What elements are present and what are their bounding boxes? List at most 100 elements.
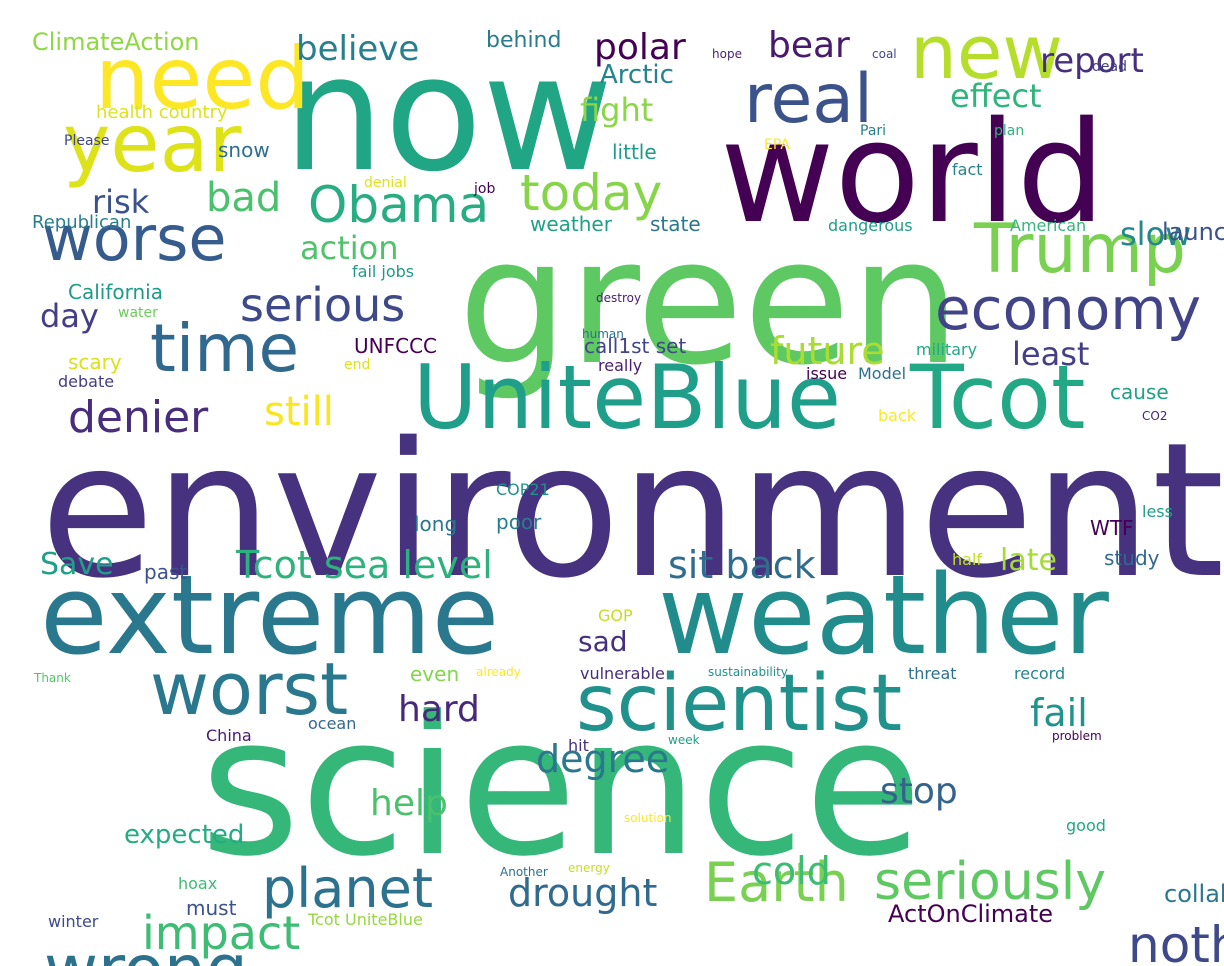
word-121: denial (364, 175, 407, 191)
word-15: need (95, 29, 310, 129)
word-19: Trump (974, 210, 1187, 289)
word-117: Pari (860, 123, 887, 139)
word-119: fact (952, 160, 983, 179)
word-28: serious (240, 278, 406, 332)
word-36: fail (1030, 691, 1088, 735)
word-89: past (144, 560, 188, 584)
word-109: hoax (178, 874, 218, 893)
word-39: hard (398, 689, 480, 730)
word-49: least (1012, 335, 1090, 373)
word-113: hope (712, 47, 742, 61)
word-26: nothing (1128, 916, 1224, 966)
word-17: new (910, 10, 1063, 96)
word-88: less (1142, 502, 1173, 521)
word-68: weather (530, 212, 612, 236)
word-41: stop (880, 771, 958, 812)
word-114: coal (872, 47, 897, 61)
word-90: GOP (598, 606, 633, 625)
word-48: Arctic (600, 60, 674, 90)
word-94: already (476, 665, 521, 679)
word-86: poor (496, 510, 542, 534)
word-52: risk (92, 183, 150, 221)
word-98: record (1014, 664, 1066, 683)
word-111: winter (48, 912, 99, 931)
word-76: end (344, 357, 371, 373)
word-67: little (612, 140, 657, 164)
word-34: sit back (668, 543, 816, 587)
word-40: help (370, 783, 448, 824)
word-3: green (458, 201, 961, 404)
word-46: effect (950, 77, 1042, 115)
word-23: planet (262, 857, 433, 920)
word-81: cause (1110, 380, 1169, 404)
word-97: threat (908, 664, 957, 683)
word-37: cold (752, 849, 831, 893)
word-64: Republican (32, 212, 132, 233)
word-87: WTF (1090, 516, 1134, 540)
word-79: issue (806, 364, 848, 383)
word-77: really (598, 356, 643, 375)
word-123: American (1010, 216, 1087, 235)
word-84: long (414, 512, 458, 536)
word-35: degree (536, 737, 670, 781)
word-70: California (68, 280, 163, 304)
word-55: late (1000, 543, 1057, 578)
word-122: dangerous (828, 216, 913, 235)
word-6: extreme (40, 551, 500, 679)
word-31: still (264, 389, 334, 435)
word-74: water (118, 305, 158, 321)
word-126: destroy (596, 291, 642, 305)
word-9: Tcot (910, 346, 1086, 449)
word-101: China (206, 726, 252, 745)
word-78: military (916, 340, 978, 359)
word-7: weather (658, 551, 1109, 679)
word-20: economy (935, 275, 1202, 343)
word-45: report (1040, 41, 1144, 81)
word-57: collaboration (1164, 880, 1224, 908)
word-27: impact (142, 906, 301, 960)
word-29: denier (68, 392, 209, 443)
word-16: year (63, 97, 242, 190)
word-44: believe (296, 29, 420, 69)
word-21: Obama (308, 176, 490, 234)
word-112: Tcot UniteBlue (308, 910, 423, 929)
word-105: must (186, 896, 237, 920)
word-51: action (300, 229, 399, 267)
word-65: Please (64, 133, 110, 149)
word-53: day (40, 297, 99, 335)
word-93: even (410, 662, 460, 686)
word-32: future (770, 329, 885, 373)
word-61: ClimateAction (32, 28, 200, 56)
word-125: human (582, 327, 624, 341)
word-96: sustainability (708, 665, 788, 679)
word-100: Thank (34, 671, 71, 685)
word-14: worse (42, 202, 227, 275)
word-102: hit (568, 736, 589, 755)
word-75: debate (58, 372, 115, 391)
word-116: EPA (764, 137, 790, 153)
word-62: behind (486, 28, 562, 53)
word-83: CO2 (1142, 409, 1168, 423)
word-43: bear (768, 25, 850, 66)
word-25: seriously (874, 852, 1106, 912)
word-10: scientist (576, 659, 903, 749)
word-95: vulnerable (580, 664, 665, 683)
word-38: drought (508, 871, 658, 915)
word-63: health country (96, 102, 228, 123)
word-107: good (1066, 816, 1106, 835)
word-110: Another (500, 865, 548, 879)
word-66: snow (218, 138, 270, 162)
word-118: plan (994, 123, 1025, 139)
word-22: today (520, 164, 663, 222)
word-56: sad (578, 625, 628, 658)
word-82: back (878, 406, 917, 425)
word-106: solution (624, 811, 672, 825)
word-1: environment (40, 402, 1224, 619)
word-12: wrong (44, 937, 248, 966)
word-54: Save (40, 547, 114, 582)
word-11: worst (150, 647, 349, 731)
word-60: ActOnClimate (888, 900, 1054, 928)
word-91: half (952, 550, 983, 569)
word-50: slow (1120, 215, 1192, 253)
word-24: Earth (704, 851, 849, 914)
